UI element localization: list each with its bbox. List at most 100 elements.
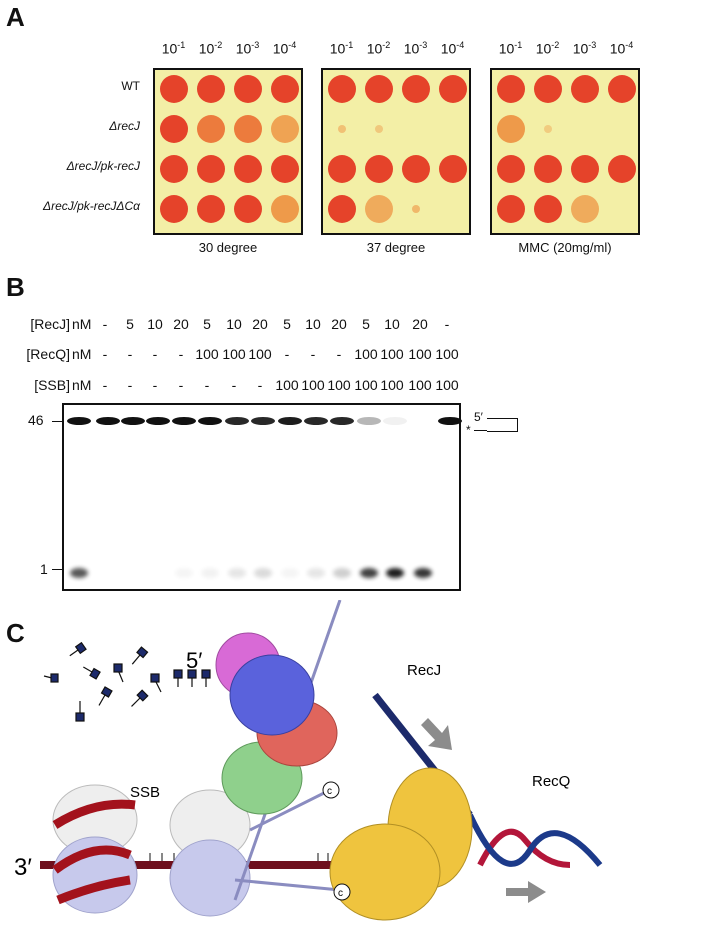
colony-spot — [608, 155, 636, 183]
concentration-value: - — [152, 346, 158, 362]
colony-spot — [234, 155, 262, 183]
substrate-band — [172, 417, 196, 425]
product-band — [70, 568, 88, 578]
dilution-label: 10-1 — [498, 40, 523, 57]
colony-spot — [375, 125, 383, 133]
c-terminus-marker: c — [322, 781, 340, 799]
concentration-value: 100 — [222, 346, 246, 362]
product-band — [281, 568, 299, 578]
recj-label: RecJ — [407, 662, 441, 679]
concentration-value: - — [102, 346, 108, 362]
substrate-band — [438, 417, 462, 425]
dilution-label: 10-2 — [535, 40, 560, 57]
concentration-value: 10 — [305, 316, 321, 332]
dilution-label: 10-4 — [440, 40, 465, 57]
concentration-value: 100 — [275, 377, 299, 393]
product-band — [201, 568, 219, 578]
concentration-value: 100 — [435, 377, 459, 393]
concentration-value: 100 — [195, 346, 219, 362]
colony-spot — [160, 75, 188, 103]
agar-plate — [153, 68, 303, 235]
substrate-band — [251, 417, 275, 425]
concentration-value: 20 — [412, 316, 428, 332]
colony-spot — [234, 115, 262, 143]
concentration-value: 100 — [354, 346, 378, 362]
ssb-c-terminal-tail — [234, 878, 341, 892]
concentration-value: - — [336, 346, 342, 362]
concentration-value: - — [310, 346, 316, 362]
radiolabel-star: * — [466, 423, 471, 437]
panel-a-label: A — [6, 2, 25, 32]
substrate-schematic — [487, 418, 518, 432]
substrate-band — [146, 417, 170, 425]
c-terminus-marker: c — [333, 883, 351, 901]
ssb-c-terminal-tail-2 — [249, 788, 331, 832]
colony-spot — [338, 125, 346, 133]
strain-label: WT — [121, 79, 140, 93]
product-band — [307, 568, 325, 578]
dsdna-strand-red — [477, 828, 571, 868]
colony-spot — [412, 205, 420, 213]
unit-label: nM — [72, 377, 92, 393]
colony-spot — [402, 155, 430, 183]
concentration-value: 100 — [354, 377, 378, 393]
recq-protein — [329, 767, 473, 921]
concentration-value: 10 — [384, 316, 400, 332]
substrate-band — [198, 417, 222, 425]
product-band — [175, 568, 193, 578]
product-band — [254, 568, 272, 578]
colony-spot — [608, 75, 636, 103]
concentration-value: 100 — [408, 377, 432, 393]
colony-spot — [571, 155, 599, 183]
colony-spot — [197, 75, 225, 103]
colony-spot — [234, 75, 262, 103]
dilution-label: 10-2 — [198, 40, 223, 57]
agar-plate — [321, 68, 471, 235]
concentration-value: 100 — [380, 346, 404, 362]
dilution-label: 10-4 — [272, 40, 297, 57]
condition-label: [RecQ] — [26, 346, 70, 362]
colony-spot — [197, 115, 225, 143]
dilution-label: 10-3 — [235, 40, 260, 57]
ssb-label: SSB — [130, 784, 160, 801]
condition-label: [RecJ] — [30, 316, 70, 332]
recq-label: RecQ — [532, 773, 570, 790]
colony-spot — [365, 195, 393, 223]
concentration-value: 100 — [380, 377, 404, 393]
released-nucleotides — [43, 641, 211, 722]
colony-spot — [365, 75, 393, 103]
ssb-tetramer-1 — [52, 784, 138, 914]
dilution-label: 10-3 — [403, 40, 428, 57]
colony-spot — [439, 155, 467, 183]
product-band — [228, 568, 246, 578]
dilution-label: 10-4 — [609, 40, 634, 57]
strain-label: ΔrecJ — [109, 119, 140, 133]
colony-spot — [365, 155, 393, 183]
concentration-value: - — [152, 377, 158, 393]
colony-spot — [534, 75, 562, 103]
plate-caption: MMC (20mg/ml) — [518, 240, 612, 255]
recj-direction-arrow — [421, 718, 452, 750]
concentration-value: 5 — [203, 316, 211, 332]
colony-spot — [544, 125, 552, 133]
substrate-band — [121, 417, 145, 425]
product-band — [360, 568, 378, 578]
marker-1-label: 1 — [40, 561, 48, 577]
dilution-label: 10-2 — [366, 40, 391, 57]
substrate-band — [67, 417, 91, 425]
concentration-value: 100 — [435, 346, 459, 362]
unit-label: nM — [72, 346, 92, 362]
marker-tick — [52, 421, 62, 422]
concentration-value: - — [178, 377, 184, 393]
colony-spot — [197, 155, 225, 183]
concentration-value: - — [102, 377, 108, 393]
concentration-value: - — [178, 346, 184, 362]
concentration-value: 20 — [173, 316, 189, 332]
agar-plate — [490, 68, 640, 235]
dilution-label: 10-1 — [161, 40, 186, 57]
concentration-value: 5 — [362, 316, 370, 332]
dilution-label: 10-1 — [329, 40, 354, 57]
concentration-value: - — [231, 377, 237, 393]
substrate-band — [225, 417, 249, 425]
